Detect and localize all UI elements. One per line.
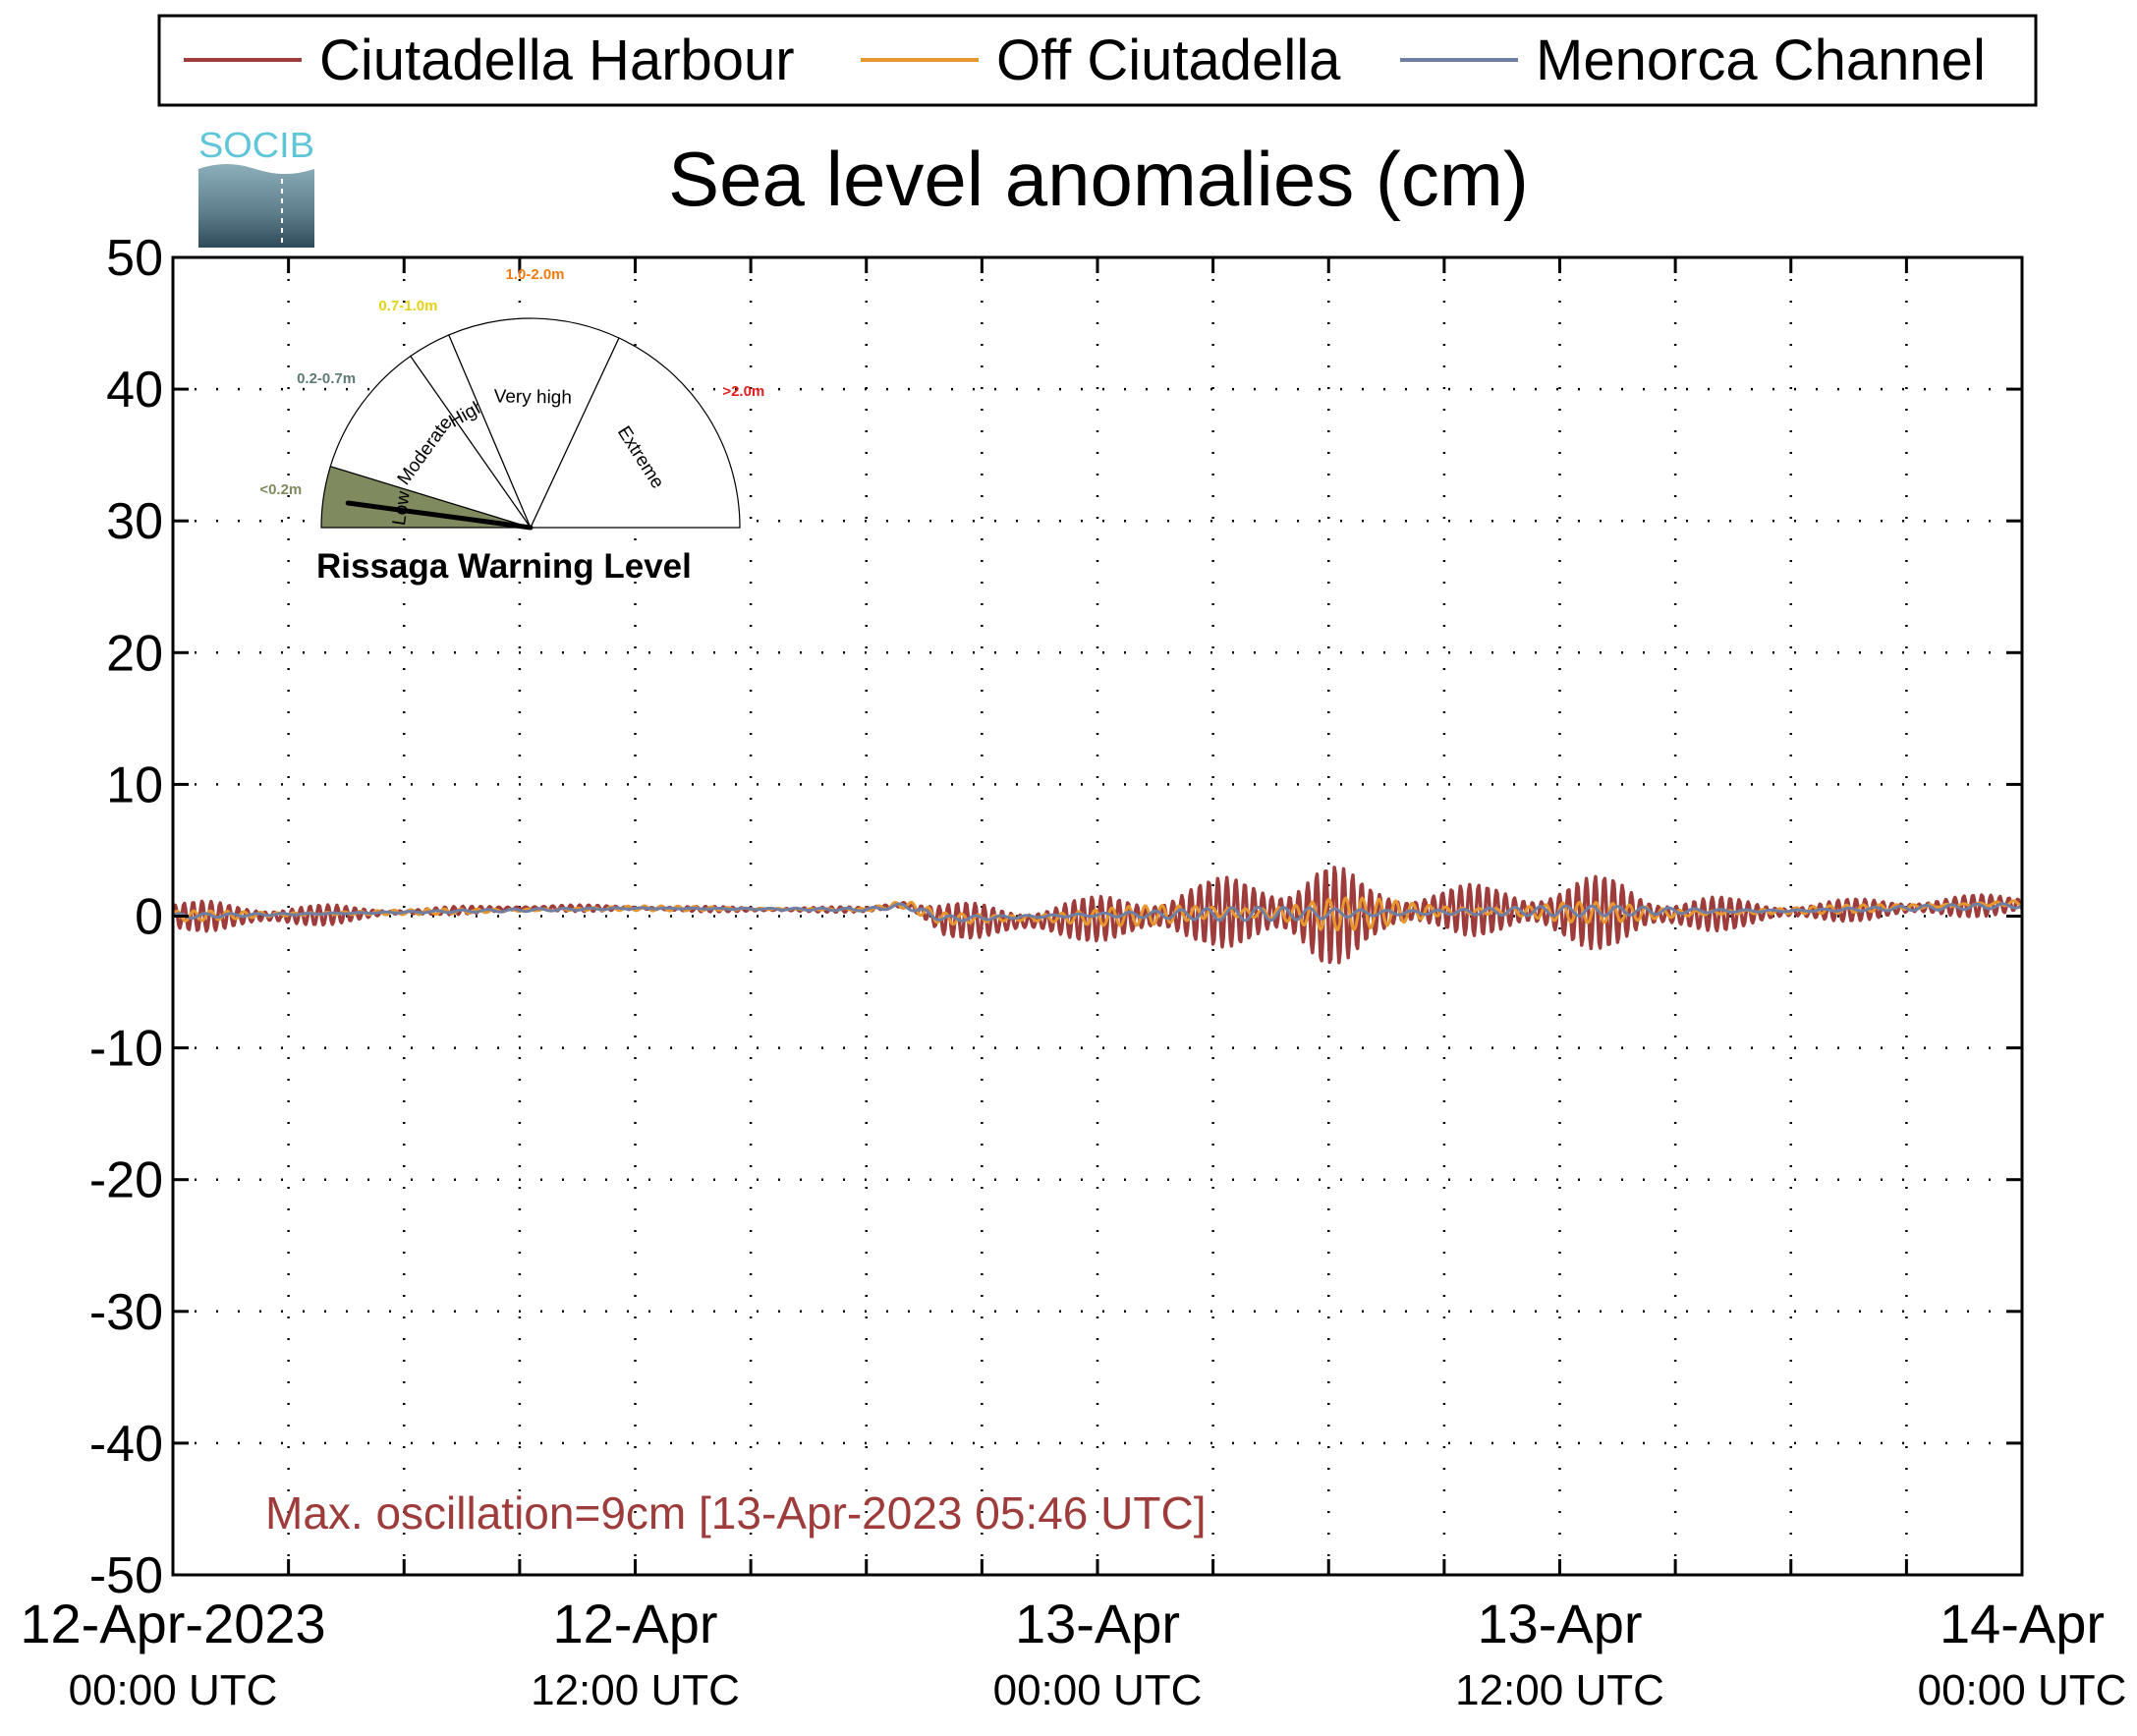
gauge-title: Rissaga Warning Level (316, 547, 692, 586)
y-tick-label: 30 (106, 493, 163, 550)
y-tick-label: -20 (89, 1152, 163, 1209)
x-tick-date-label: 12-Apr (552, 1593, 717, 1654)
axis-ticks (173, 255, 2022, 1577)
y-tick-label: -50 (89, 1547, 163, 1604)
max-oscillation-annotation: Max. oscillation=9cm [13-Apr-2023 05:46 … (265, 1487, 1207, 1539)
y-tick-label: 50 (106, 230, 163, 287)
x-tick-labels: 12-Apr-2023 00:00 UTC 12-Apr 12:00 UTC 13-Ap… (20, 1593, 2126, 1714)
y-tick-label: 40 (106, 362, 163, 419)
legend-label-2: Menorca Channel (1536, 28, 1986, 92)
x-tick-date-label: 13-Apr (1015, 1593, 1180, 1654)
x-tick-time-label: 12:00 UTC (531, 1666, 740, 1714)
y-tick-label: 10 (106, 756, 163, 813)
x-tick-date-label: 13-Apr (1477, 1593, 1642, 1654)
x-tick-date-label: 12-Apr-2023 (20, 1593, 325, 1654)
series-line-2 (172, 902, 2023, 923)
y-tick-labels: 50 40 30 20 10 0 -10 -20 -30 -40 -50 (89, 230, 163, 1604)
y-tick-label: -40 (89, 1416, 163, 1473)
y-tick-label: -30 (89, 1284, 163, 1341)
x-tick-time-label: 00:00 UTC (69, 1666, 278, 1714)
series-layer (171, 866, 2024, 965)
y-tick-label: 20 (106, 625, 163, 682)
series-line-0 (171, 866, 2024, 965)
rissaga-warning-gauge: Low<0.2mModerate0.2-0.7mHigh0.7-1.0mVery… (259, 266, 764, 531)
gauge-sector-4 (530, 337, 741, 529)
x-tick-time-label: 00:00 UTC (1918, 1666, 2127, 1714)
gauge-needle (345, 500, 534, 531)
logo-text: SOCIB (198, 125, 314, 165)
chart-title: Sea level anomalies (cm) (668, 136, 1529, 222)
gauge-sector-1 (329, 355, 533, 530)
legend: Ciutadella Harbour Off Ciutadella Menorc… (157, 14, 2038, 107)
x-tick-date-label: 14-Apr (1940, 1593, 2105, 1654)
legend-label-0: Ciutadella Harbour (319, 28, 795, 92)
gauge-range-label: <0.2m (259, 481, 302, 498)
gauge-range-label: 1.0-2.0m (505, 266, 564, 283)
gauge-range-label: >2.0m (722, 383, 764, 400)
y-tick-label: 0 (135, 889, 163, 946)
x-tick-time-label: 00:00 UTC (993, 1666, 1203, 1714)
x-tick-time-label: 12:00 UTC (1455, 1666, 1664, 1714)
gauge-range-label: 0.7-1.0m (378, 298, 437, 314)
legend-box (157, 14, 2038, 107)
legend-label-1: Off Ciutadella (996, 28, 1341, 92)
gauge-sector-label: Very high (494, 386, 573, 408)
gauge-sector-3 (448, 317, 620, 530)
y-tick-label: -10 (89, 1021, 163, 1078)
gauge-range-label: 0.2-0.7m (297, 370, 356, 387)
socib-logo: SOCIB (198, 125, 314, 248)
